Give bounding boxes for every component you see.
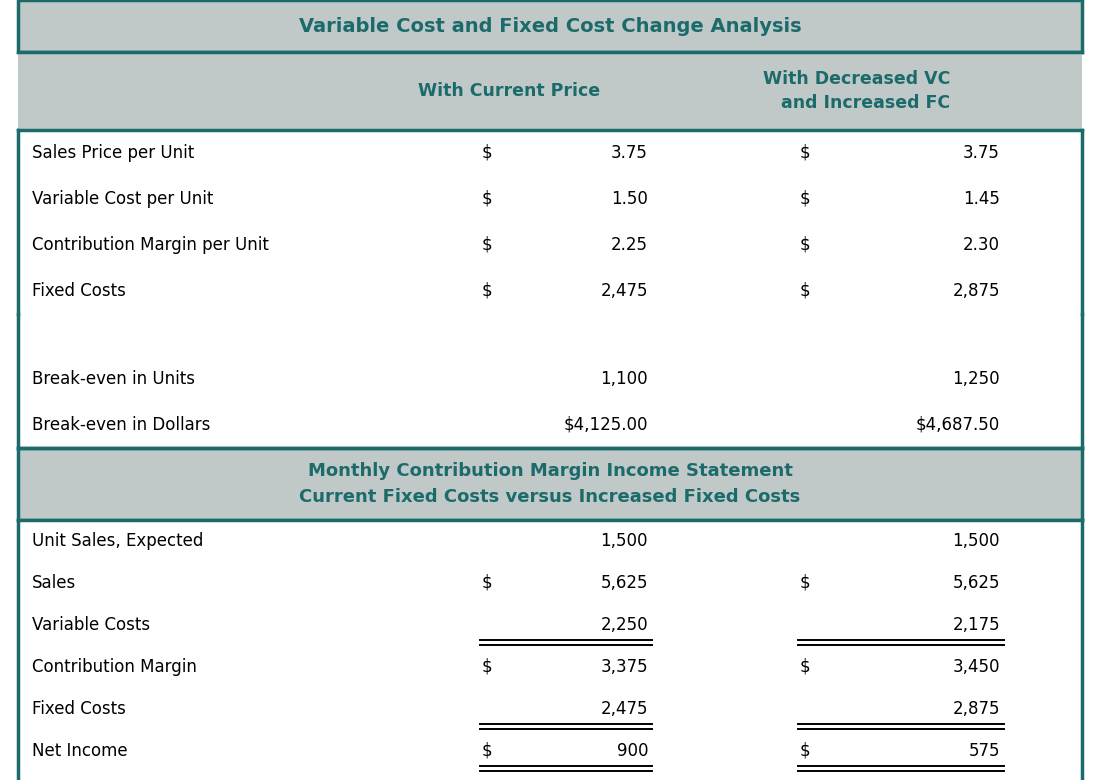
Text: 3,375: 3,375 <box>601 658 648 676</box>
Text: 5,625: 5,625 <box>953 574 1000 592</box>
Text: 1,250: 1,250 <box>953 370 1000 388</box>
Text: 5,625: 5,625 <box>601 574 648 592</box>
Text: 2,475: 2,475 <box>601 700 648 718</box>
Text: 1.45: 1.45 <box>964 190 1000 208</box>
Text: 1.50: 1.50 <box>612 190 648 208</box>
Text: Sales: Sales <box>32 574 76 592</box>
Text: Contribution Margin: Contribution Margin <box>32 658 197 676</box>
Text: $: $ <box>482 282 493 300</box>
Text: 2,250: 2,250 <box>601 616 648 634</box>
Text: 2,475: 2,475 <box>601 282 648 300</box>
Text: 2,875: 2,875 <box>953 282 1000 300</box>
Text: $: $ <box>800 658 811 676</box>
Text: $: $ <box>800 190 811 208</box>
Text: With Decreased VC
and Increased FC: With Decreased VC and Increased FC <box>762 69 950 112</box>
Bar <box>18 130 1082 314</box>
Text: $: $ <box>482 190 493 208</box>
Text: 2.30: 2.30 <box>962 236 1000 254</box>
Bar <box>18 0 1082 52</box>
Text: $: $ <box>800 236 811 254</box>
Text: $4,125.00: $4,125.00 <box>563 416 648 434</box>
Text: 1,500: 1,500 <box>953 532 1000 550</box>
Text: 575: 575 <box>968 742 1000 760</box>
Text: Net Income: Net Income <box>32 742 128 760</box>
Text: 1,500: 1,500 <box>601 532 648 550</box>
Text: 3,450: 3,450 <box>953 658 1000 676</box>
Text: Break-even in Units: Break-even in Units <box>32 370 195 388</box>
Bar <box>18 314 1082 448</box>
Text: 2.25: 2.25 <box>610 236 648 254</box>
Text: $: $ <box>482 236 493 254</box>
Text: Unit Sales, Expected: Unit Sales, Expected <box>32 532 204 550</box>
Text: 3.75: 3.75 <box>612 144 648 162</box>
Text: Variable Cost per Unit: Variable Cost per Unit <box>32 190 213 208</box>
Text: With Current Price: With Current Price <box>418 82 600 100</box>
Text: 2,175: 2,175 <box>953 616 1000 634</box>
Text: Monthly Contribution Margin Income Statement
Current Fixed Costs versus Increase: Monthly Contribution Margin Income State… <box>299 462 801 506</box>
Text: $4,687.50: $4,687.50 <box>915 416 1000 434</box>
Bar <box>18 52 1082 130</box>
Text: Contribution Margin per Unit: Contribution Margin per Unit <box>32 236 268 254</box>
Text: Variable Costs: Variable Costs <box>32 616 150 634</box>
Text: $: $ <box>800 282 811 300</box>
Text: $: $ <box>800 742 811 760</box>
Text: $: $ <box>482 742 493 760</box>
Text: $: $ <box>482 658 493 676</box>
Text: 2,875: 2,875 <box>953 700 1000 718</box>
Text: $: $ <box>482 144 493 162</box>
Text: Variable Cost and Fixed Cost Change Analysis: Variable Cost and Fixed Cost Change Anal… <box>299 16 801 36</box>
Text: 3.75: 3.75 <box>964 144 1000 162</box>
Text: 1,100: 1,100 <box>601 370 648 388</box>
Text: 900: 900 <box>616 742 648 760</box>
Bar <box>18 520 1082 780</box>
Text: $: $ <box>482 574 493 592</box>
Bar <box>18 448 1082 520</box>
Text: Break-even in Dollars: Break-even in Dollars <box>32 416 210 434</box>
Text: Sales Price per Unit: Sales Price per Unit <box>32 144 195 162</box>
Text: Fixed Costs: Fixed Costs <box>32 282 125 300</box>
Text: $: $ <box>800 574 811 592</box>
Text: Fixed Costs: Fixed Costs <box>32 700 125 718</box>
Text: $: $ <box>800 144 811 162</box>
